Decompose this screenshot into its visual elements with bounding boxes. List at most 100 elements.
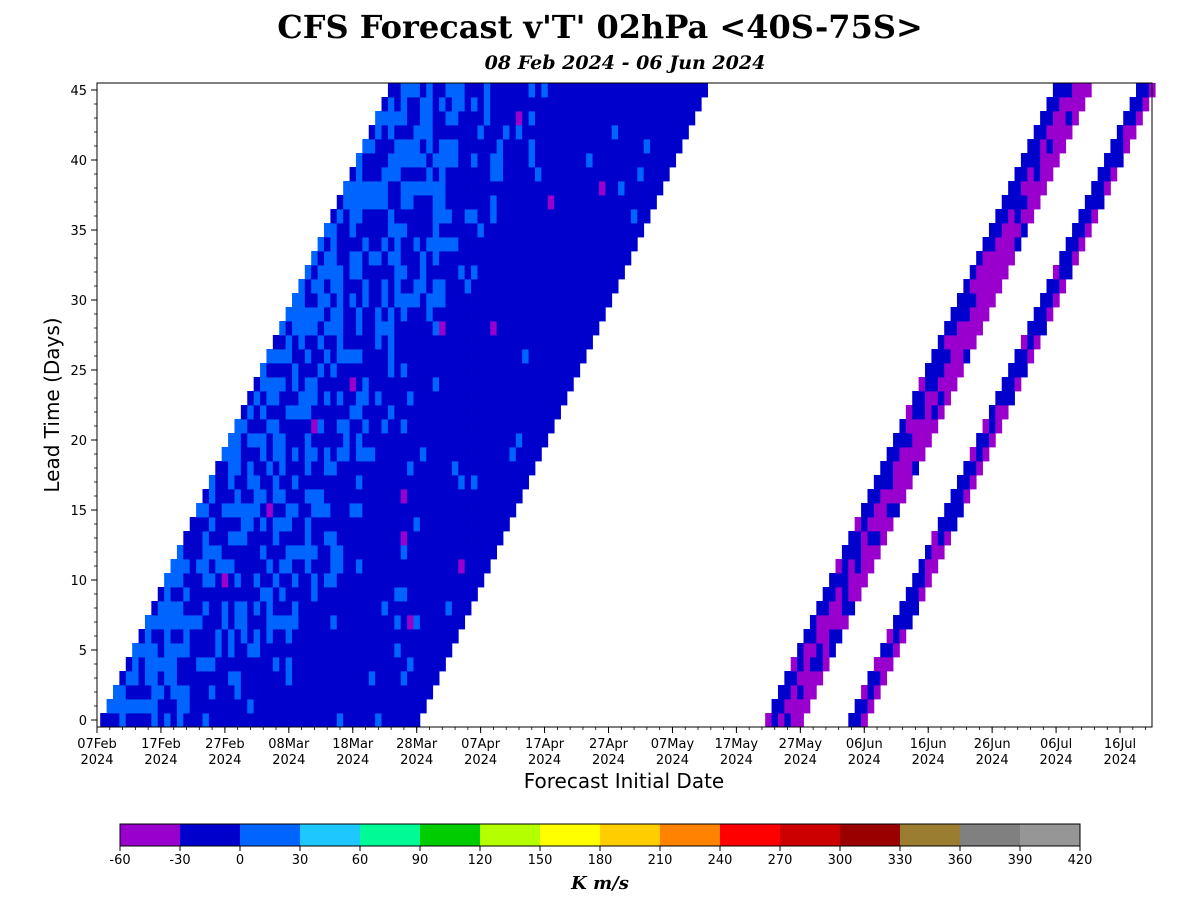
heatmap-cell — [496, 265, 504, 280]
heatmap-cell — [496, 531, 504, 546]
heatmap-cell — [317, 643, 325, 658]
heatmap-cell — [407, 629, 414, 644]
heatmap-cell — [477, 419, 485, 434]
heatmap-cell — [611, 209, 619, 224]
heatmap-cell — [656, 111, 664, 126]
heatmap-cell — [317, 391, 325, 406]
heatmap-cell — [317, 349, 325, 364]
heatmap-cell — [579, 307, 587, 322]
heatmap-cell — [458, 139, 466, 154]
heatmap-cell — [445, 545, 453, 560]
heatmap-cell — [522, 433, 529, 448]
heatmap-cell — [1020, 195, 1028, 210]
heatmap-cell — [381, 181, 389, 196]
heatmap-cell — [432, 573, 440, 588]
heatmap-cell — [605, 209, 613, 224]
heatmap-cell — [292, 349, 299, 364]
heatmap-cell — [272, 489, 280, 504]
heatmap-cell — [432, 167, 440, 182]
heatmap-cell — [490, 391, 498, 406]
heatmap-cell — [880, 503, 888, 518]
heatmap-cell — [323, 685, 331, 700]
heatmap-cell — [471, 587, 478, 602]
heatmap-cell — [368, 699, 376, 714]
heatmap-cell — [387, 643, 395, 658]
heatmap-cell — [298, 685, 306, 700]
heatmap-cell — [445, 139, 453, 154]
heatmap-cell — [381, 503, 389, 518]
heatmap-cell — [317, 657, 325, 672]
heatmap-cell — [630, 97, 638, 112]
heatmap-cell — [458, 181, 466, 196]
heatmap-cell — [183, 531, 191, 546]
heatmap-cell — [272, 461, 280, 476]
heatmap-cell — [554, 391, 561, 406]
heatmap-cell — [637, 153, 645, 168]
heatmap-cell — [560, 265, 568, 280]
heatmap-cell — [918, 433, 926, 448]
heatmap-cell — [458, 223, 466, 238]
heatmap-cell — [541, 181, 549, 196]
heatmap-cell — [285, 559, 293, 574]
heatmap-cell — [413, 97, 421, 112]
heatmap-cell — [432, 195, 440, 210]
heatmap-cell — [407, 153, 414, 168]
heatmap-cell — [407, 83, 414, 98]
heatmap-cell — [803, 643, 811, 658]
heatmap-cell — [208, 615, 216, 630]
heatmap-cell — [279, 391, 287, 406]
heatmap-cell — [234, 461, 242, 476]
heatmap-cell — [451, 181, 459, 196]
heatmap-cell — [477, 125, 485, 140]
heatmap-cell — [343, 517, 350, 532]
heatmap-cell — [496, 517, 504, 532]
heatmap-cell — [368, 559, 376, 574]
heatmap-cell — [579, 139, 587, 154]
heatmap-cell — [445, 377, 453, 392]
heatmap-cell — [848, 601, 856, 616]
heatmap-cell — [304, 335, 312, 350]
heatmap-cell — [266, 531, 274, 546]
heatmap-cell — [445, 391, 453, 406]
heatmap-cell — [208, 531, 216, 546]
heatmap-cell — [323, 531, 331, 546]
heatmap-cell — [956, 307, 964, 322]
heatmap-cell — [560, 307, 568, 322]
heatmap-cell — [298, 643, 306, 658]
heatmap-cell — [432, 279, 440, 294]
heatmap-cell — [995, 251, 1003, 266]
heatmap-cell — [598, 251, 606, 266]
heatmap-cell — [349, 363, 357, 378]
heatmap-cell — [317, 251, 325, 266]
heatmap-cell — [407, 489, 414, 504]
colorbar-swatch — [660, 824, 721, 846]
heatmap-cell — [266, 405, 274, 420]
heatmap-cell — [816, 643, 824, 658]
heatmap-cell — [387, 657, 395, 672]
heatmap-cell — [1052, 83, 1060, 98]
heatmap-cell — [586, 335, 593, 350]
heatmap-cell — [323, 251, 331, 266]
heatmap-cell — [349, 475, 357, 490]
heatmap-cell — [387, 83, 395, 98]
heatmap-cell — [618, 153, 625, 168]
heatmap-cell — [451, 377, 459, 392]
heatmap-cell — [528, 139, 536, 154]
heatmap-cell — [483, 139, 491, 154]
heatmap-cell — [669, 111, 677, 126]
heatmap-cell — [323, 559, 331, 574]
heatmap-cell — [522, 167, 529, 182]
heatmap-cell — [336, 615, 344, 630]
heatmap-cell — [311, 643, 318, 658]
heatmap-cell — [266, 349, 274, 364]
heatmap-cell — [873, 489, 881, 504]
heatmap-cell — [471, 237, 478, 252]
heatmap-cell — [1059, 111, 1067, 126]
heatmap-cell — [829, 587, 836, 602]
heatmap-cell — [375, 405, 382, 420]
heatmap-cell — [439, 601, 446, 616]
heatmap-cell — [528, 167, 536, 182]
heatmap-cell — [240, 489, 248, 504]
heatmap-cell — [164, 671, 171, 686]
heatmap-cell — [208, 643, 216, 658]
